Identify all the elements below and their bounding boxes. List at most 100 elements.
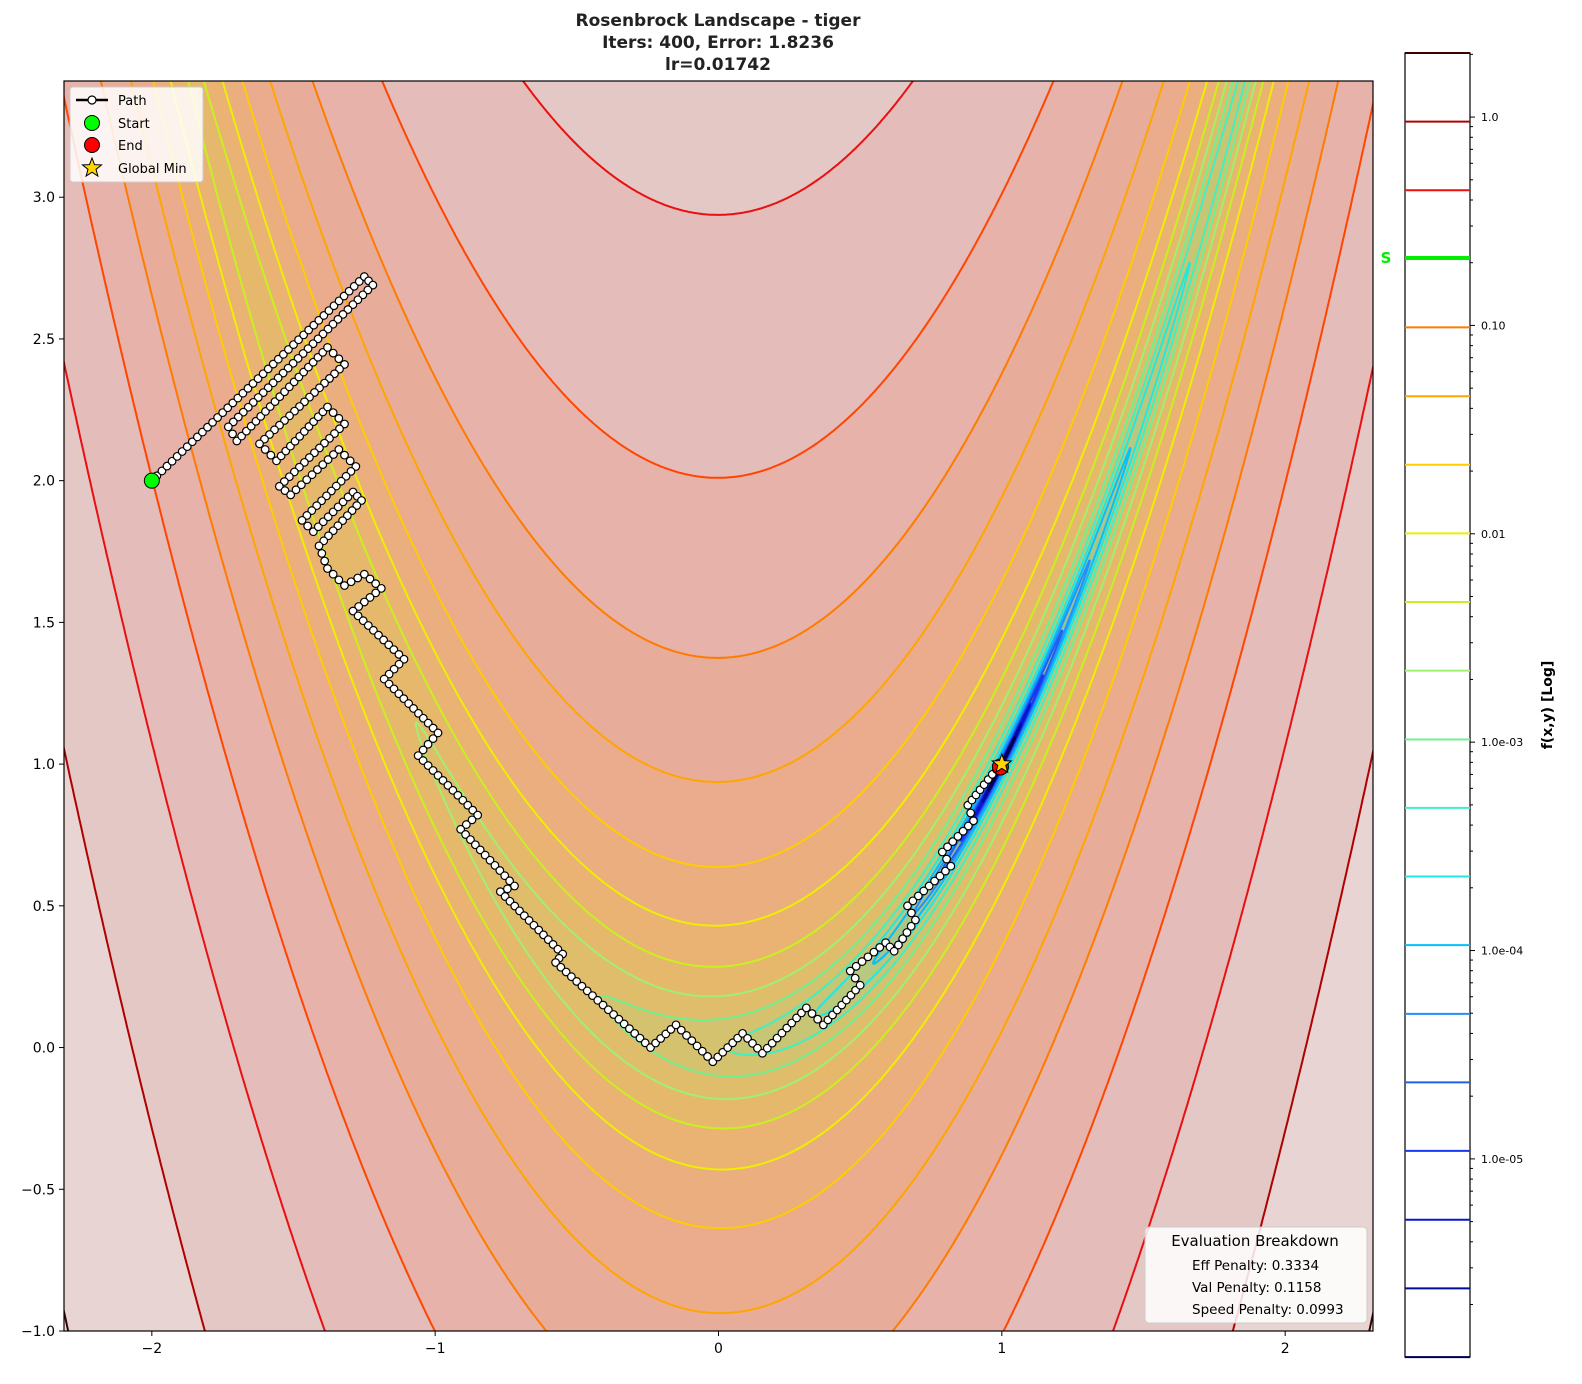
path-marker: [428, 734, 438, 743]
path-marker: [703, 1052, 712, 1061]
path-marker: [456, 824, 466, 834]
path-marker: [907, 908, 916, 918]
path-marker: [228, 429, 237, 439]
path-marker: [307, 470, 317, 480]
path-marker: [966, 808, 976, 818]
path-marker: [266, 450, 276, 460]
contour-fill-4: [100, 81, 1339, 1331]
colorbar-tick-label: 1.0e-03: [1481, 736, 1523, 749]
contour-fill-1: [64, 81, 1373, 1331]
y-tick-label: 1.5: [33, 615, 55, 631]
path-marker: [323, 455, 333, 464]
path-marker: [346, 577, 356, 587]
val-penalty: Val Penalty: 0.1158: [1192, 1280, 1321, 1296]
path-marker: [948, 837, 958, 846]
path-marker: [480, 850, 490, 860]
path-marker: [969, 816, 978, 826]
legend-path-marker: [87, 95, 97, 105]
path-marker: [958, 826, 968, 836]
path-marker: [334, 413, 344, 423]
contour-line-3: [64, 81, 1373, 1331]
path-marker: [359, 597, 369, 607]
y-axis: −1.0 −0.5 0.0 0.5 1.0 1.5 2.0 2.5 3.0: [21, 190, 64, 1340]
contour-line-5: [129, 81, 1311, 1315]
path-marker: [898, 934, 908, 944]
path-marker: [924, 881, 934, 891]
path-marker: [851, 961, 861, 971]
legend-start-label: Start: [118, 117, 150, 132]
path-marker: [943, 842, 952, 852]
chart-title-line-3: lr=0.01742: [665, 55, 771, 75]
path-marker: [505, 876, 515, 886]
path-marker: [291, 485, 301, 495]
y-tick-label: 1.0: [33, 757, 55, 773]
path-marker: [855, 980, 865, 990]
y-tick-label: 2.0: [33, 474, 55, 490]
path-marker: [490, 860, 500, 870]
path-marker: [941, 866, 950, 876]
path-marker: [937, 847, 947, 857]
evaluation-breakdown: Evaluation Breakdown Eff Penalty: 0.3334…: [1144, 1226, 1368, 1324]
legend-globalmin-label: Global Min: [118, 162, 187, 177]
path-marker: [418, 745, 428, 755]
contour-fill-2: [64, 81, 1373, 1331]
path-marker: [850, 973, 860, 983]
speed-penalty: Speed Penalty: 0.0993: [1192, 1302, 1344, 1318]
path-marker: [863, 952, 873, 962]
contour-line-9: [414, 81, 1257, 1101]
contour-line-13: [872, 447, 1132, 965]
x-tick-label: 2: [1281, 1341, 1290, 1357]
start-marker: [143, 472, 160, 489]
path-marker: [930, 876, 939, 886]
path-marker: [935, 871, 945, 881]
path-marker: [903, 901, 912, 911]
colorbar-tick-label: 1.0e-04: [1481, 945, 1523, 958]
path-marker: [889, 946, 899, 956]
path-marker: [286, 490, 296, 500]
path-marker: [328, 408, 338, 418]
legend-end-marker: [84, 137, 100, 153]
path-marker: [371, 579, 381, 589]
path-marker: [334, 354, 344, 364]
x-tick-label: −1: [425, 1341, 446, 1357]
path-marker: [371, 588, 381, 598]
eff-penalty: Eff Penalty: 0.3334: [1192, 1258, 1319, 1274]
global-min-star: [990, 752, 1013, 774]
path-marker: [902, 928, 912, 937]
chart-title-line-1: Rosenbrock Landscape - tiger: [576, 11, 862, 31]
path-marker: [461, 820, 471, 829]
legend-path-label: Path: [118, 94, 147, 109]
path-marker: [365, 574, 375, 584]
path-marker: [376, 583, 386, 593]
path-marker: [963, 821, 973, 831]
contour-fill-8: [188, 81, 1264, 1129]
plot-area: [64, 81, 1373, 1331]
contour-lines: [64, 81, 1373, 1331]
path-marker: [223, 422, 233, 432]
path-marker: [423, 739, 433, 749]
path-marker: [485, 855, 495, 865]
path-marker: [503, 884, 512, 894]
path-marker: [260, 445, 270, 454]
contour-line-19: [987, 736, 1016, 791]
evaluation-title: Evaluation Breakdown: [1171, 1232, 1339, 1250]
y-tick-label: −0.5: [21, 1182, 55, 1198]
colorbar-levels: [1405, 52, 1470, 1359]
path-marker: [475, 845, 485, 855]
contour-line-6: [152, 81, 1290, 1230]
colorbar-tick-label: 1.0e-05: [1481, 1153, 1523, 1166]
optimizer-path: [143, 272, 1013, 1067]
path-marker: [913, 891, 923, 901]
path-marker: [345, 456, 355, 466]
y-tick-label: 0.0: [33, 1041, 55, 1057]
colorbar-label: f(x,y) [Log]: [1540, 661, 1556, 750]
path-marker: [687, 1036, 697, 1046]
path-marker: [470, 840, 480, 850]
legend-end-label: End: [118, 139, 143, 154]
y-tick-label: −1.0: [21, 1324, 55, 1340]
path-marker: [359, 569, 369, 579]
path-marker: [296, 480, 306, 490]
colorbar-ticks: 1.0 0.10 0.01 1.0e-03 1.0e-04 1.0e-05: [1470, 53, 1523, 1306]
path-marker: [697, 1046, 707, 1056]
path-marker: [353, 573, 363, 583]
